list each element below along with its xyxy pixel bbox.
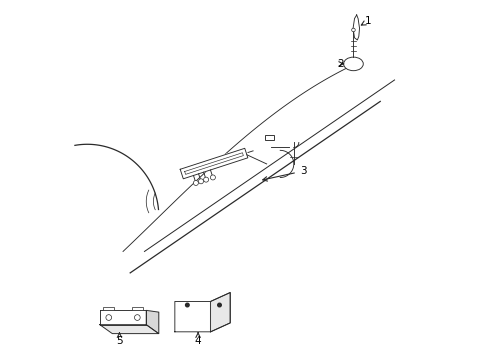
Circle shape [193,180,198,185]
Circle shape [198,179,203,184]
Text: 5: 5 [116,333,122,346]
Ellipse shape [343,57,363,71]
Circle shape [106,315,111,320]
Bar [264,135,273,140]
Text: 3: 3 [262,166,306,181]
Polygon shape [175,293,230,332]
Bar [103,307,114,310]
Polygon shape [100,310,146,325]
Circle shape [210,175,215,180]
Polygon shape [100,325,159,334]
Polygon shape [352,15,359,40]
Circle shape [203,177,208,182]
Circle shape [134,315,140,320]
Polygon shape [180,148,247,179]
Polygon shape [146,310,159,334]
Text: 2: 2 [337,59,343,69]
Circle shape [185,303,189,307]
Polygon shape [210,293,230,332]
Bar [132,307,142,310]
Circle shape [217,303,221,307]
Circle shape [351,28,354,32]
Text: 1: 1 [361,16,371,26]
Text: 4: 4 [194,333,201,346]
